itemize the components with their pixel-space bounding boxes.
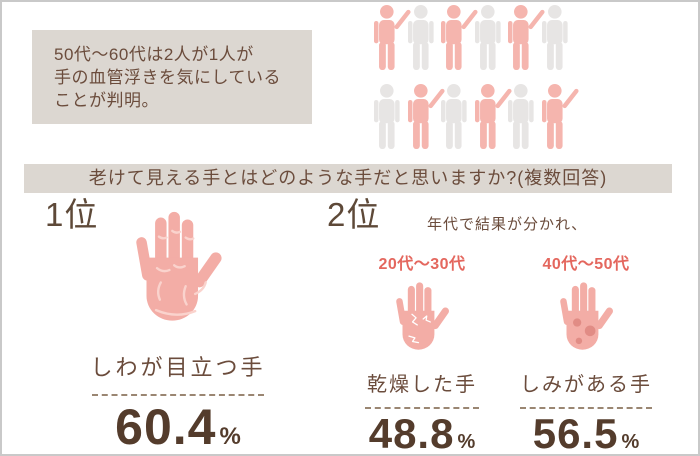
rank1-number: 1位	[45, 196, 99, 233]
headline-line-3: ことが判明。	[54, 91, 159, 110]
rank2-number: 2位	[327, 196, 381, 233]
person-icon	[373, 84, 400, 150]
rank2-column-older: 40代〜50代 しみがある手 56.5 %	[516, 250, 656, 455]
dashed-divider	[365, 407, 479, 409]
hand-wrinkles-illustration	[135, 211, 224, 321]
person-icon	[407, 5, 434, 71]
person-icon	[440, 84, 467, 150]
rank2-percent-value-young: 48.8	[368, 410, 455, 456]
hand-spots-illustration	[559, 282, 615, 350]
person-icon-highlighted	[440, 5, 479, 71]
person-icon-highlighted	[407, 84, 445, 150]
person-icon-highlighted	[474, 84, 512, 150]
rank2-percent-sign-young: %	[457, 431, 476, 453]
age-group-label-older: 40代〜50代	[542, 256, 630, 273]
crack-lines	[408, 313, 431, 344]
person-icon	[541, 5, 568, 71]
pictogram-row	[372, 84, 579, 150]
rank1-column: しわが目立つ手 60.4 %	[78, 208, 278, 452]
dashed-divider	[92, 394, 264, 396]
rank2-percent-value-older: 56.5	[532, 410, 619, 456]
person-icon	[474, 5, 501, 71]
rank2-hand-label-older: しみがある手	[520, 374, 652, 396]
rank2-percentage-older: 56.5 %	[516, 413, 656, 455]
hand-dry-illustration	[395, 282, 451, 350]
person-icon	[507, 84, 534, 150]
person-icon-highlighted	[541, 84, 579, 150]
rank2-percentage-young: 48.8 %	[352, 413, 492, 455]
rank2-note: 年代で結果が分かれ、	[427, 216, 588, 233]
rank2-column-young: 20代〜30代 乾燥した手 48.8 %	[352, 250, 492, 455]
pictogram-people	[372, 5, 579, 163]
rank1-percentage: 60.4 %	[78, 402, 278, 452]
question-banner: 老けて見える手とはどのような手だと思いますか?(複数回答)	[24, 164, 672, 193]
headline-box: 50代〜60代は2人が1人が 手の血管浮きを気にしている ことが判明。	[32, 30, 312, 124]
pictogram-row	[372, 5, 573, 71]
age-spots	[573, 318, 596, 345]
rank2-percent-sign-older: %	[621, 431, 640, 453]
headline-line-1: 50代〜60代は2人が1人が	[54, 45, 254, 64]
person-icon-highlighted	[507, 5, 546, 71]
rank1-hand-label: しわが目立つ手	[90, 355, 266, 380]
age-group-label-young: 20代〜30代	[378, 256, 466, 273]
person-icon-highlighted	[373, 5, 412, 71]
wrinkle-lines	[154, 229, 207, 316]
rank1-percent-value: 60.4	[115, 399, 217, 455]
rank1-percent-sign: %	[219, 423, 241, 450]
rank2-hand-label-young: 乾燥した手	[367, 374, 477, 396]
headline-line-2: 手の血管浮きを気にしている	[54, 68, 281, 87]
dashed-divider	[520, 407, 652, 409]
